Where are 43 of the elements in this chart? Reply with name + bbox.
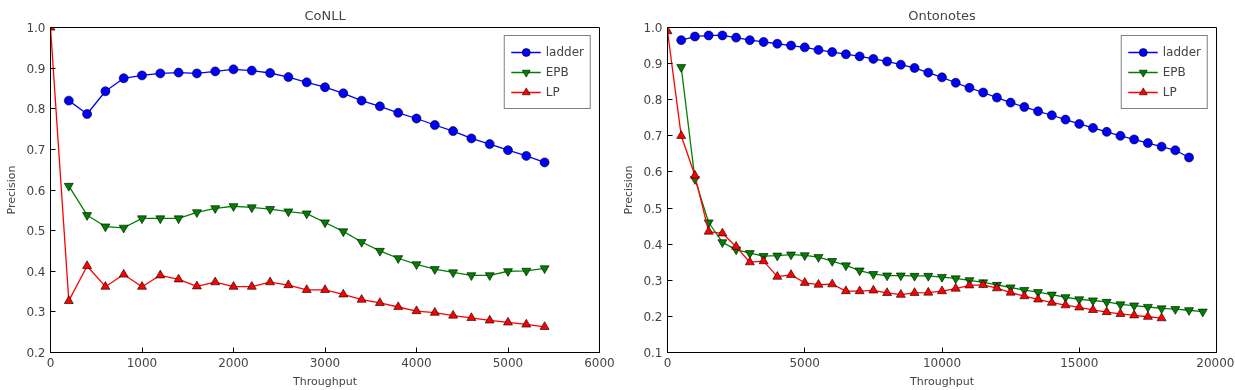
x-tick-label: 6000 [584, 355, 615, 370]
y-tick-label: 0.3 [643, 273, 663, 288]
y-tick-label: 0.2 [26, 346, 46, 360]
legend-label: EPB [545, 65, 569, 79]
x-tick-label: 3000 [309, 355, 341, 370]
y-tick-label: 0.2 [643, 309, 663, 324]
legend-label: ladder [1162, 45, 1201, 59]
legend-label: LP [1162, 85, 1178, 99]
x-tick-label: 2000 [218, 355, 249, 370]
x-tick-label: 20000 [1196, 355, 1235, 370]
y-tick-label: 0.1 [643, 346, 663, 360]
y-tick-label: 1.0 [26, 21, 46, 35]
x-tick-label: 4000 [401, 355, 432, 370]
y-tick-label: 0.7 [643, 129, 663, 144]
y-tick-label: 0.6 [26, 183, 46, 198]
y-axis-title: Precision [622, 165, 636, 215]
x-axis-title: Throughput [292, 374, 358, 388]
y-tick-label: 1.0 [643, 21, 663, 35]
x-tick-label: 0 [663, 355, 672, 370]
y-tick-label: 0.8 [643, 93, 663, 108]
legend-label: ladder [545, 45, 584, 59]
chart-title: Ontonotes [908, 7, 977, 23]
legend-label: LP [545, 85, 561, 99]
x-tick-label: 5000 [789, 355, 821, 370]
y-tick-label: 0.7 [26, 142, 46, 157]
y-tick-label: 0.8 [26, 102, 46, 117]
legend-label: EPB [1162, 65, 1186, 79]
x-tick-label: 15000 [1060, 355, 1099, 370]
y-tick-label: 0.6 [643, 165, 663, 180]
x-tick-label: 1000 [126, 355, 158, 370]
x-tick-label: 0 [46, 355, 55, 370]
x-axis-title: Throughput [909, 374, 975, 388]
x-tick-label: 5000 [492, 355, 524, 370]
y-tick-label: 0.5 [26, 224, 46, 239]
chart-title: CoNLL [304, 7, 347, 23]
y-tick-label: 0.4 [643, 237, 663, 252]
y-tick-label: 0.4 [26, 264, 46, 279]
y-tick-label: 0.9 [26, 61, 46, 76]
x-tick-label: 10000 [922, 355, 962, 370]
y-axis-title: Precision [5, 165, 19, 215]
y-tick-label: 0.5 [643, 201, 663, 216]
y-tick-label: 0.9 [643, 57, 663, 72]
y-tick-label: 0.3 [26, 305, 46, 320]
